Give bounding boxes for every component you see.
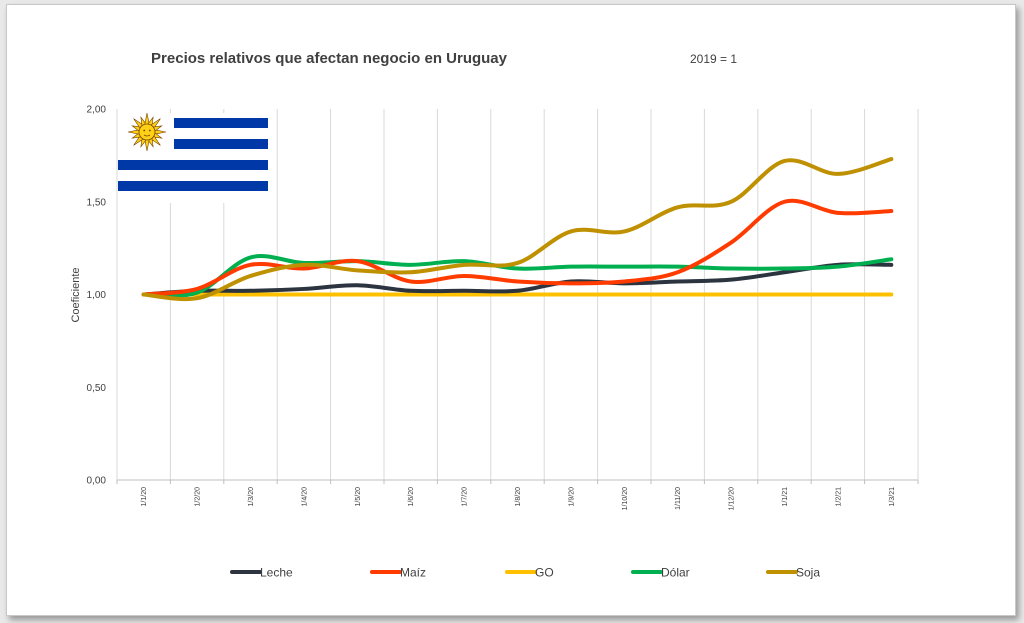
series-lines — [141, 157, 894, 302]
legend-item-maiz: Maíz — [370, 566, 426, 580]
x-tick-label: 1/12/20 — [729, 487, 736, 510]
legend-label: GO — [535, 566, 554, 580]
chart-card — [6, 4, 1016, 616]
legend-item-dolar: Dólar — [631, 566, 690, 580]
legend-item-soja: Soja — [766, 566, 820, 580]
x-tick-label: 1/3/21 — [889, 487, 896, 507]
series-line-soja — [141, 157, 894, 302]
sun-of-may-icon — [127, 112, 167, 152]
x-tick-label: 1/6/20 — [408, 487, 415, 507]
sun-mouth — [143, 134, 151, 137]
x-tick-label: 1/4/20 — [301, 487, 308, 507]
x-tick-label: 1/2/21 — [835, 487, 842, 507]
x-tick-label: 1/1/21 — [782, 487, 789, 507]
chart-title-sub: 2019 = 1 — [690, 52, 737, 66]
x-axis-ticks: 1/1/20 1/2/20 1/3/20 1/4/20 1/5/20 1/6/20 1/7/… — [141, 487, 896, 510]
chart-title: Precios relativos que afectan negocio en… — [151, 50, 737, 67]
x-tick-label: 1/3/20 — [248, 487, 255, 507]
legend-label: Dólar — [661, 566, 690, 580]
flag-stripe — [174, 118, 268, 128]
x-tick-label: 1/2/20 — [195, 487, 202, 507]
legend-label: Maíz — [400, 566, 426, 580]
series-line-dolar — [141, 254, 894, 298]
legend-item-go: GO — [505, 566, 554, 580]
x-tick-label: 1/8/20 — [515, 487, 522, 507]
legend: Leche Maíz GO Dólar Soja — [230, 566, 820, 580]
legend-label: Leche — [260, 566, 293, 580]
flag-stripe — [118, 181, 268, 191]
y-tick-label: 0,50 — [87, 383, 107, 394]
series-line-leche — [141, 262, 894, 297]
sun-disc — [138, 123, 156, 141]
y-axis-ticks: 0,00 0,50 1,00 1,50 2,00 — [87, 105, 107, 487]
y-tick-label: 2,00 — [87, 105, 107, 116]
x-tick-label: 1/10/20 — [622, 487, 629, 510]
flag-stripe — [118, 160, 268, 170]
flag-stripe — [174, 139, 268, 149]
sun-eye — [148, 129, 151, 132]
y-tick-label: 1,50 — [87, 197, 107, 208]
sun-eye — [143, 129, 146, 132]
x-tick-label: 1/1/20 — [141, 487, 148, 507]
series-line-maiz — [141, 198, 894, 297]
uruguay-flag — [118, 112, 268, 203]
y-axis-label: Coeficiente — [70, 267, 82, 322]
legend-item-leche: Leche — [230, 566, 293, 580]
x-tick-label: 1/7/20 — [462, 487, 469, 507]
y-tick-label: 0,00 — [87, 476, 107, 487]
y-tick-label: 1,00 — [87, 290, 107, 301]
x-tick-label: 1/5/20 — [355, 487, 362, 507]
x-tick-label: 1/11/20 — [675, 487, 682, 510]
legend-label: Soja — [796, 566, 820, 580]
chart-title-main: Precios relativos que afectan negocio en… — [151, 50, 508, 67]
x-tick-label: 1/9/20 — [568, 487, 575, 507]
